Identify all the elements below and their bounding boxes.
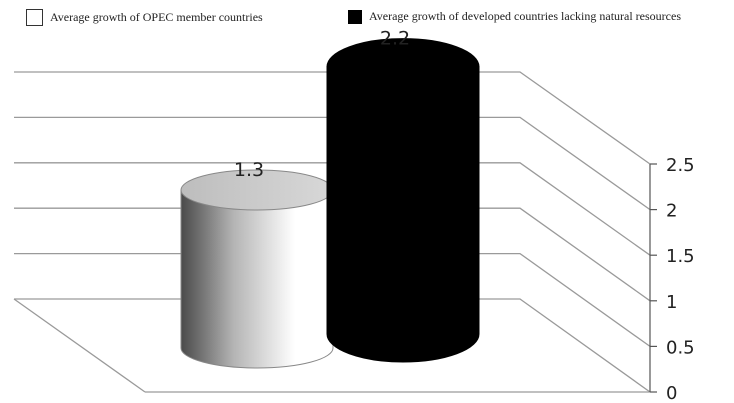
bar-developed (326, 38, 480, 363)
floor-left-edge (13, 298, 146, 393)
y-tick-label: 1.5 (666, 246, 695, 267)
bar-opec (180, 169, 334, 369)
data-label: 2.2 (380, 28, 410, 50)
y-tick-label: 2 (666, 201, 677, 222)
legend-swatch-opec (26, 9, 43, 26)
legend-item-developed: Average growth of developed countries la… (348, 9, 681, 24)
y-tick-label: 0.5 (666, 337, 695, 358)
y-tick-label: 2.5 (666, 155, 695, 176)
gridline (14, 116, 651, 211)
y-tick-label: 0 (666, 383, 677, 403)
legend-swatch-developed (348, 9, 362, 24)
data-label: 1.3 (234, 159, 264, 181)
bar-body (180, 189, 334, 369)
legend-label-opec: Average growth of OPEC member countries (50, 10, 263, 24)
labels: 0 0.5 1 1.5 2 2.5 1.3 2.2 (234, 28, 695, 403)
bar-top (326, 38, 480, 96)
bars (180, 38, 480, 369)
legend: Average growth of OPEC member countries … (26, 9, 734, 29)
legend-item-opec: Average growth of OPEC member countries (26, 9, 263, 26)
gridline (14, 162, 651, 256)
legend-label-developed: Average growth of developed countries la… (369, 9, 681, 23)
y-tick-label: 1 (666, 292, 677, 313)
gridline (14, 71, 651, 165)
bar-body (326, 66, 480, 363)
